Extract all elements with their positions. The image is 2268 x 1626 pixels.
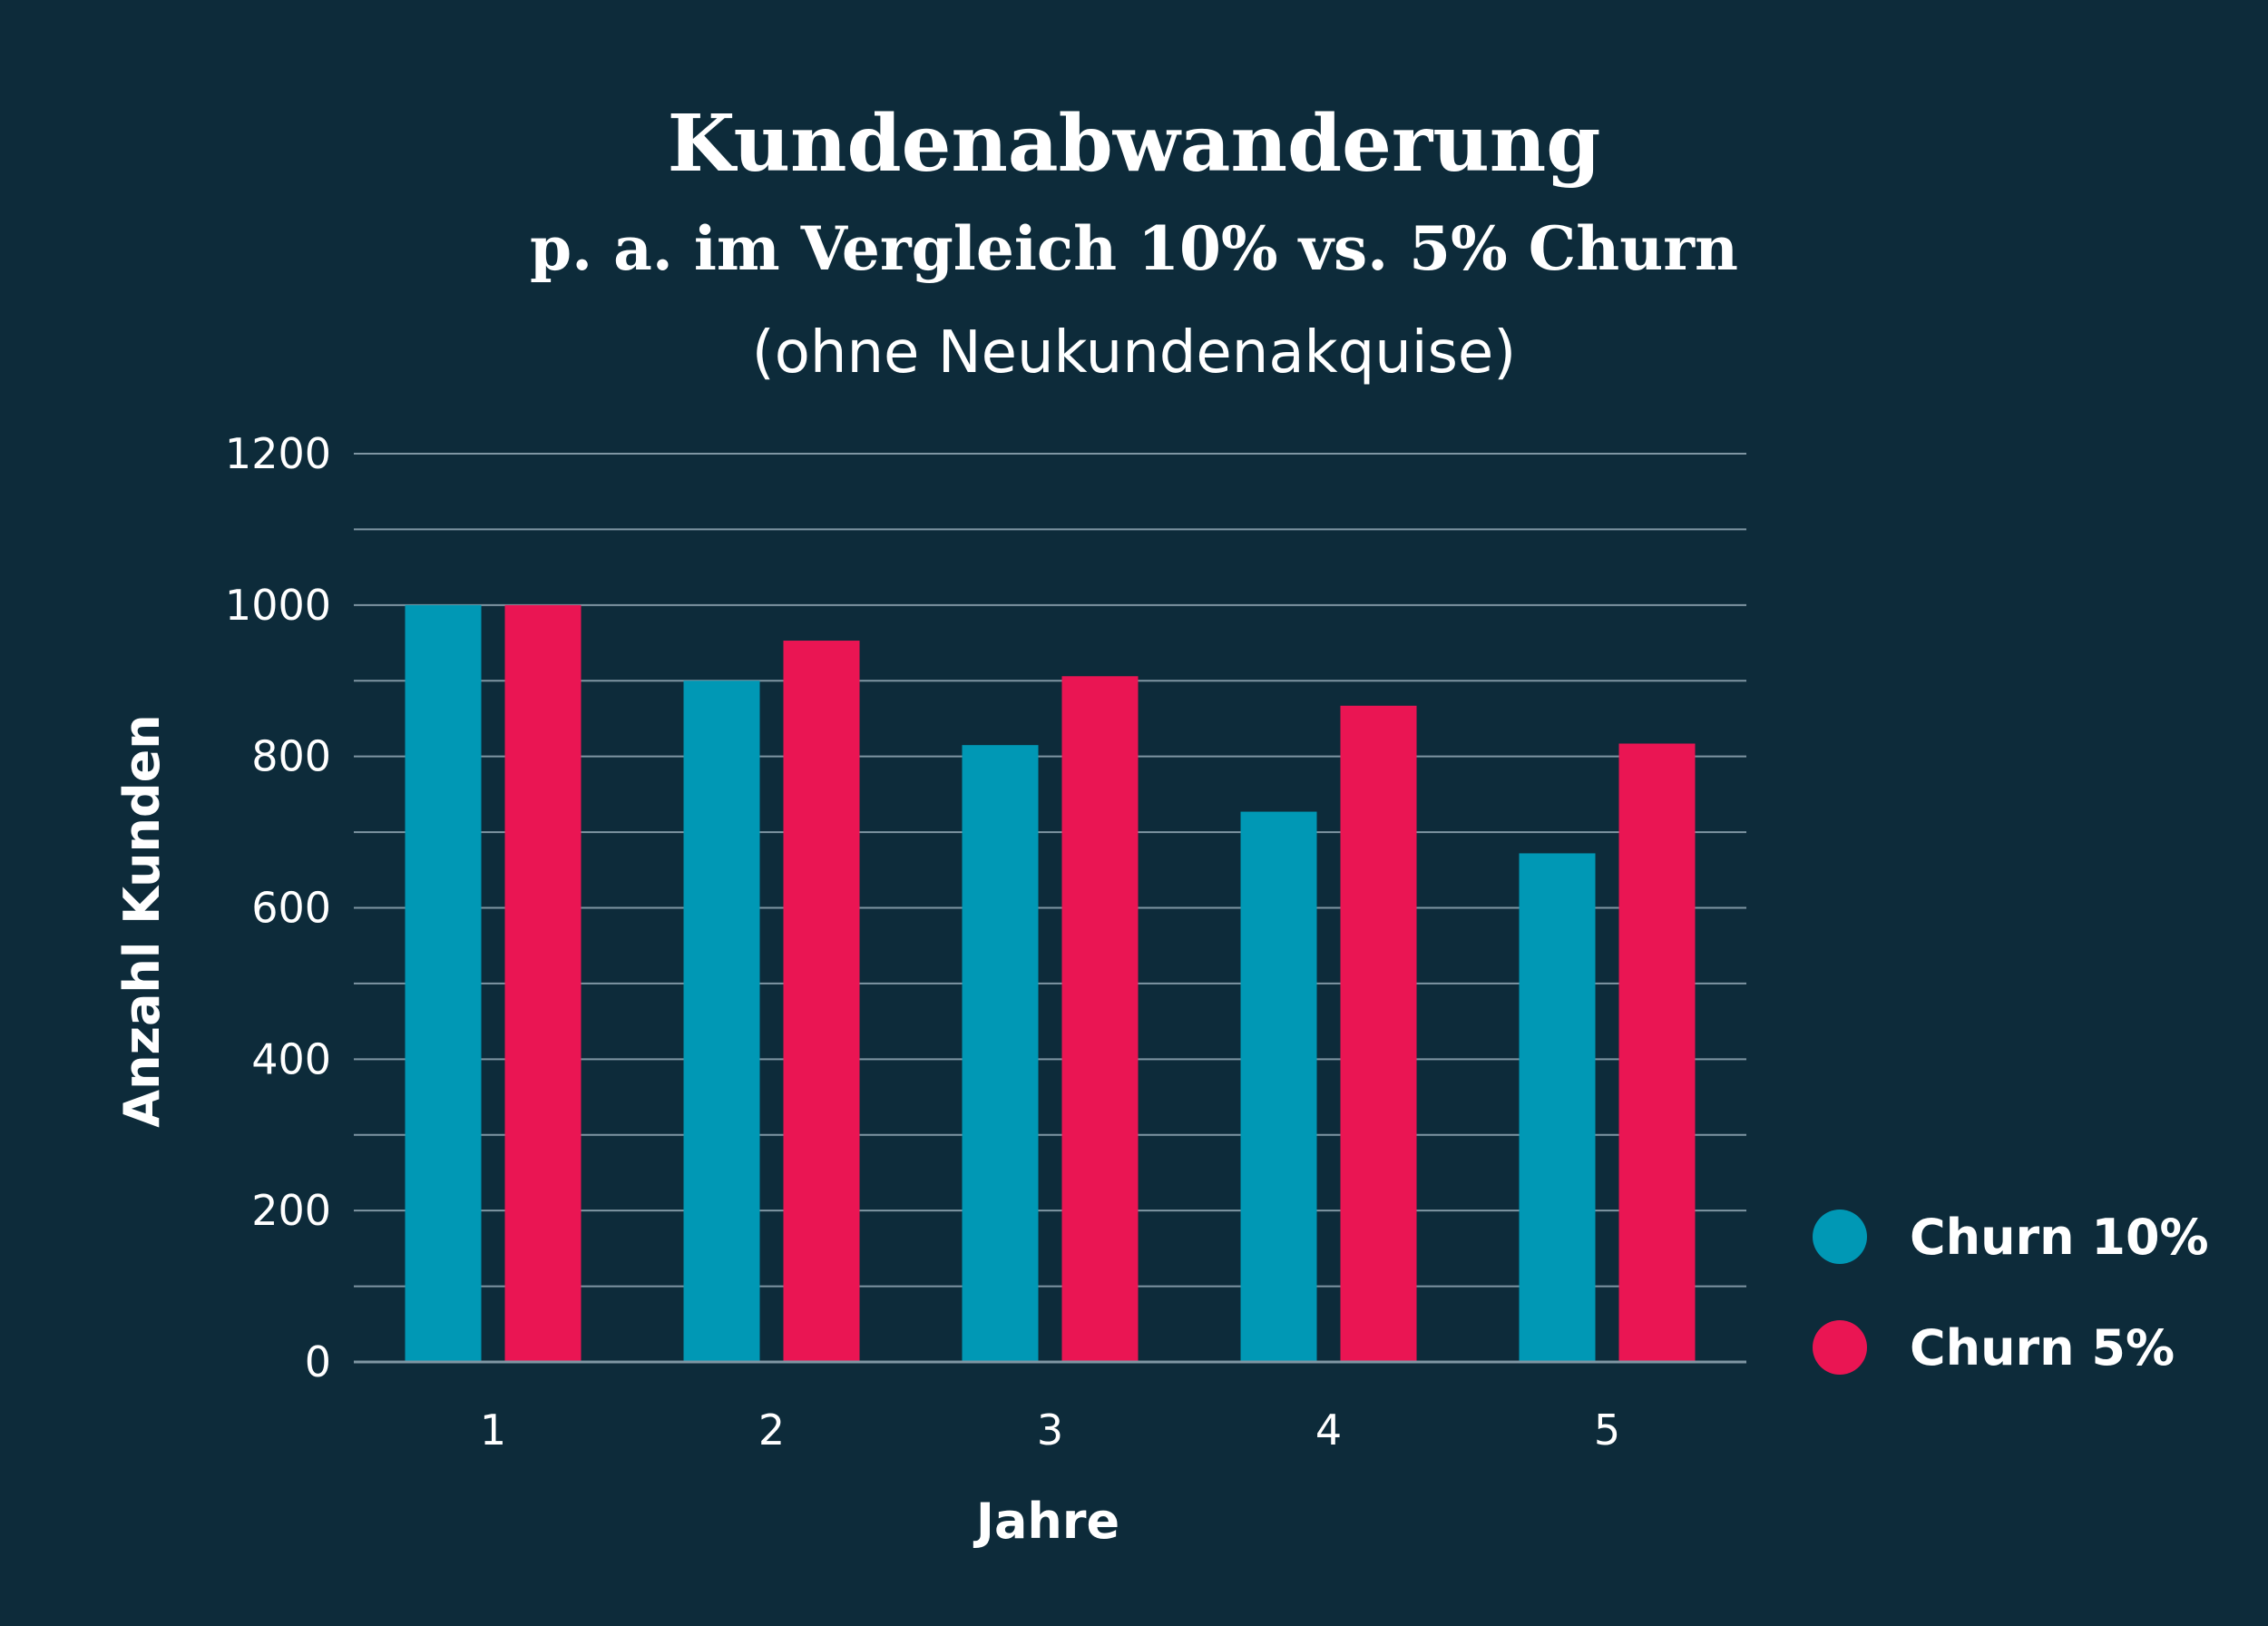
x-tick-label: 4 <box>1315 1406 1342 1455</box>
x-tick-label: 2 <box>758 1406 785 1455</box>
x-tick-label: 3 <box>1037 1406 1063 1455</box>
y-axis-ticks: 0 200 400 600 800 1000 1200 <box>225 429 331 1386</box>
bar-churn-10-1 <box>405 604 482 1362</box>
chart-subtitle: p. a. im Vergleich 10% vs. 5% Churn <box>530 213 1738 284</box>
x-tick-label: 5 <box>1594 1406 1620 1455</box>
x-axis-label: Jahre <box>973 1493 1119 1550</box>
bar-churn-5-3 <box>1061 676 1139 1362</box>
x-tick-label: 1 <box>480 1406 506 1455</box>
bar-churn-5-4 <box>1340 705 1417 1362</box>
y-tick-label: 400 <box>251 1034 331 1083</box>
chart-note: (ohne Neukundenakquise) <box>752 319 1517 387</box>
y-tick-label: 1000 <box>225 581 331 630</box>
legend: Churn 10% Churn 5% <box>1813 1209 2209 1376</box>
y-tick-label: 1200 <box>225 429 331 478</box>
legend-label: Churn 10% <box>1910 1209 2209 1266</box>
bar-churn-10-4 <box>1240 811 1317 1362</box>
y-tick-label: 800 <box>251 732 331 781</box>
legend-swatch <box>1813 1210 1867 1264</box>
y-axis-label: Anzahl Kunden <box>113 714 171 1127</box>
bar-churn-10-5 <box>1519 853 1596 1362</box>
bars <box>405 604 1696 1362</box>
bar-churn-5-5 <box>1618 743 1696 1362</box>
legend-swatch <box>1813 1320 1867 1375</box>
y-tick-label: 0 <box>305 1337 331 1386</box>
bar-churn-10-2 <box>683 681 760 1362</box>
bar-churn-5-1 <box>504 604 582 1362</box>
x-axis-ticks: 1 2 3 4 5 <box>480 1406 1620 1455</box>
chart-title: Kundenabwanderung <box>668 98 1601 190</box>
legend-label: Churn 5% <box>1910 1319 2175 1376</box>
y-tick-label: 200 <box>251 1186 331 1235</box>
bar-churn-5-2 <box>783 641 860 1362</box>
gridlines <box>354 453 1746 1288</box>
bar-churn-10-3 <box>962 745 1039 1362</box>
y-tick-label: 600 <box>251 884 331 933</box>
